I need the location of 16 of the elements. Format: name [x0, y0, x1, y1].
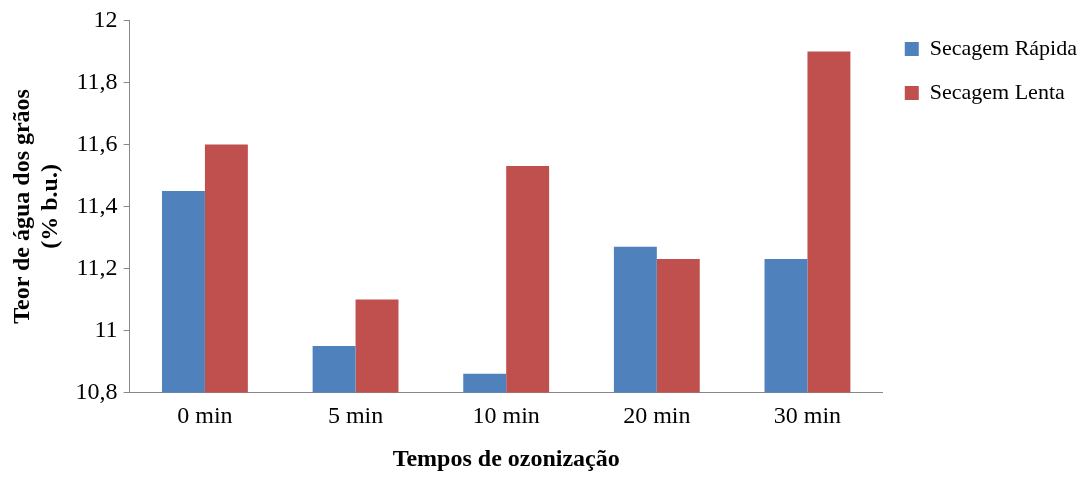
y-axis-title: Teor de água dos grãos (% b.u.)	[7, 89, 63, 324]
y-tick-label: 12	[93, 5, 118, 32]
x-tick-label: 20 min	[623, 402, 691, 429]
x-tick-label: 0 min	[177, 402, 233, 429]
y-tick-label: 11,4	[76, 191, 118, 218]
legend-label: Secagem Lenta	[929, 78, 1065, 104]
x-tick-label: 5 min	[327, 402, 384, 429]
y-tick-label: 11	[94, 315, 118, 342]
x-tick-label: 30 min	[773, 402, 842, 429]
y-tick-label: 11,8	[76, 67, 118, 94]
y-tick-label: 11,2	[76, 253, 118, 280]
x-tick-label: 10 min	[472, 402, 540, 429]
y-tick-label: 10,8	[75, 377, 118, 404]
y-tick-label: 11,6	[76, 129, 118, 156]
x-axis-title: Tempos de ozonização	[392, 444, 620, 471]
legend-label: Secagem Rápida	[929, 34, 1078, 60]
